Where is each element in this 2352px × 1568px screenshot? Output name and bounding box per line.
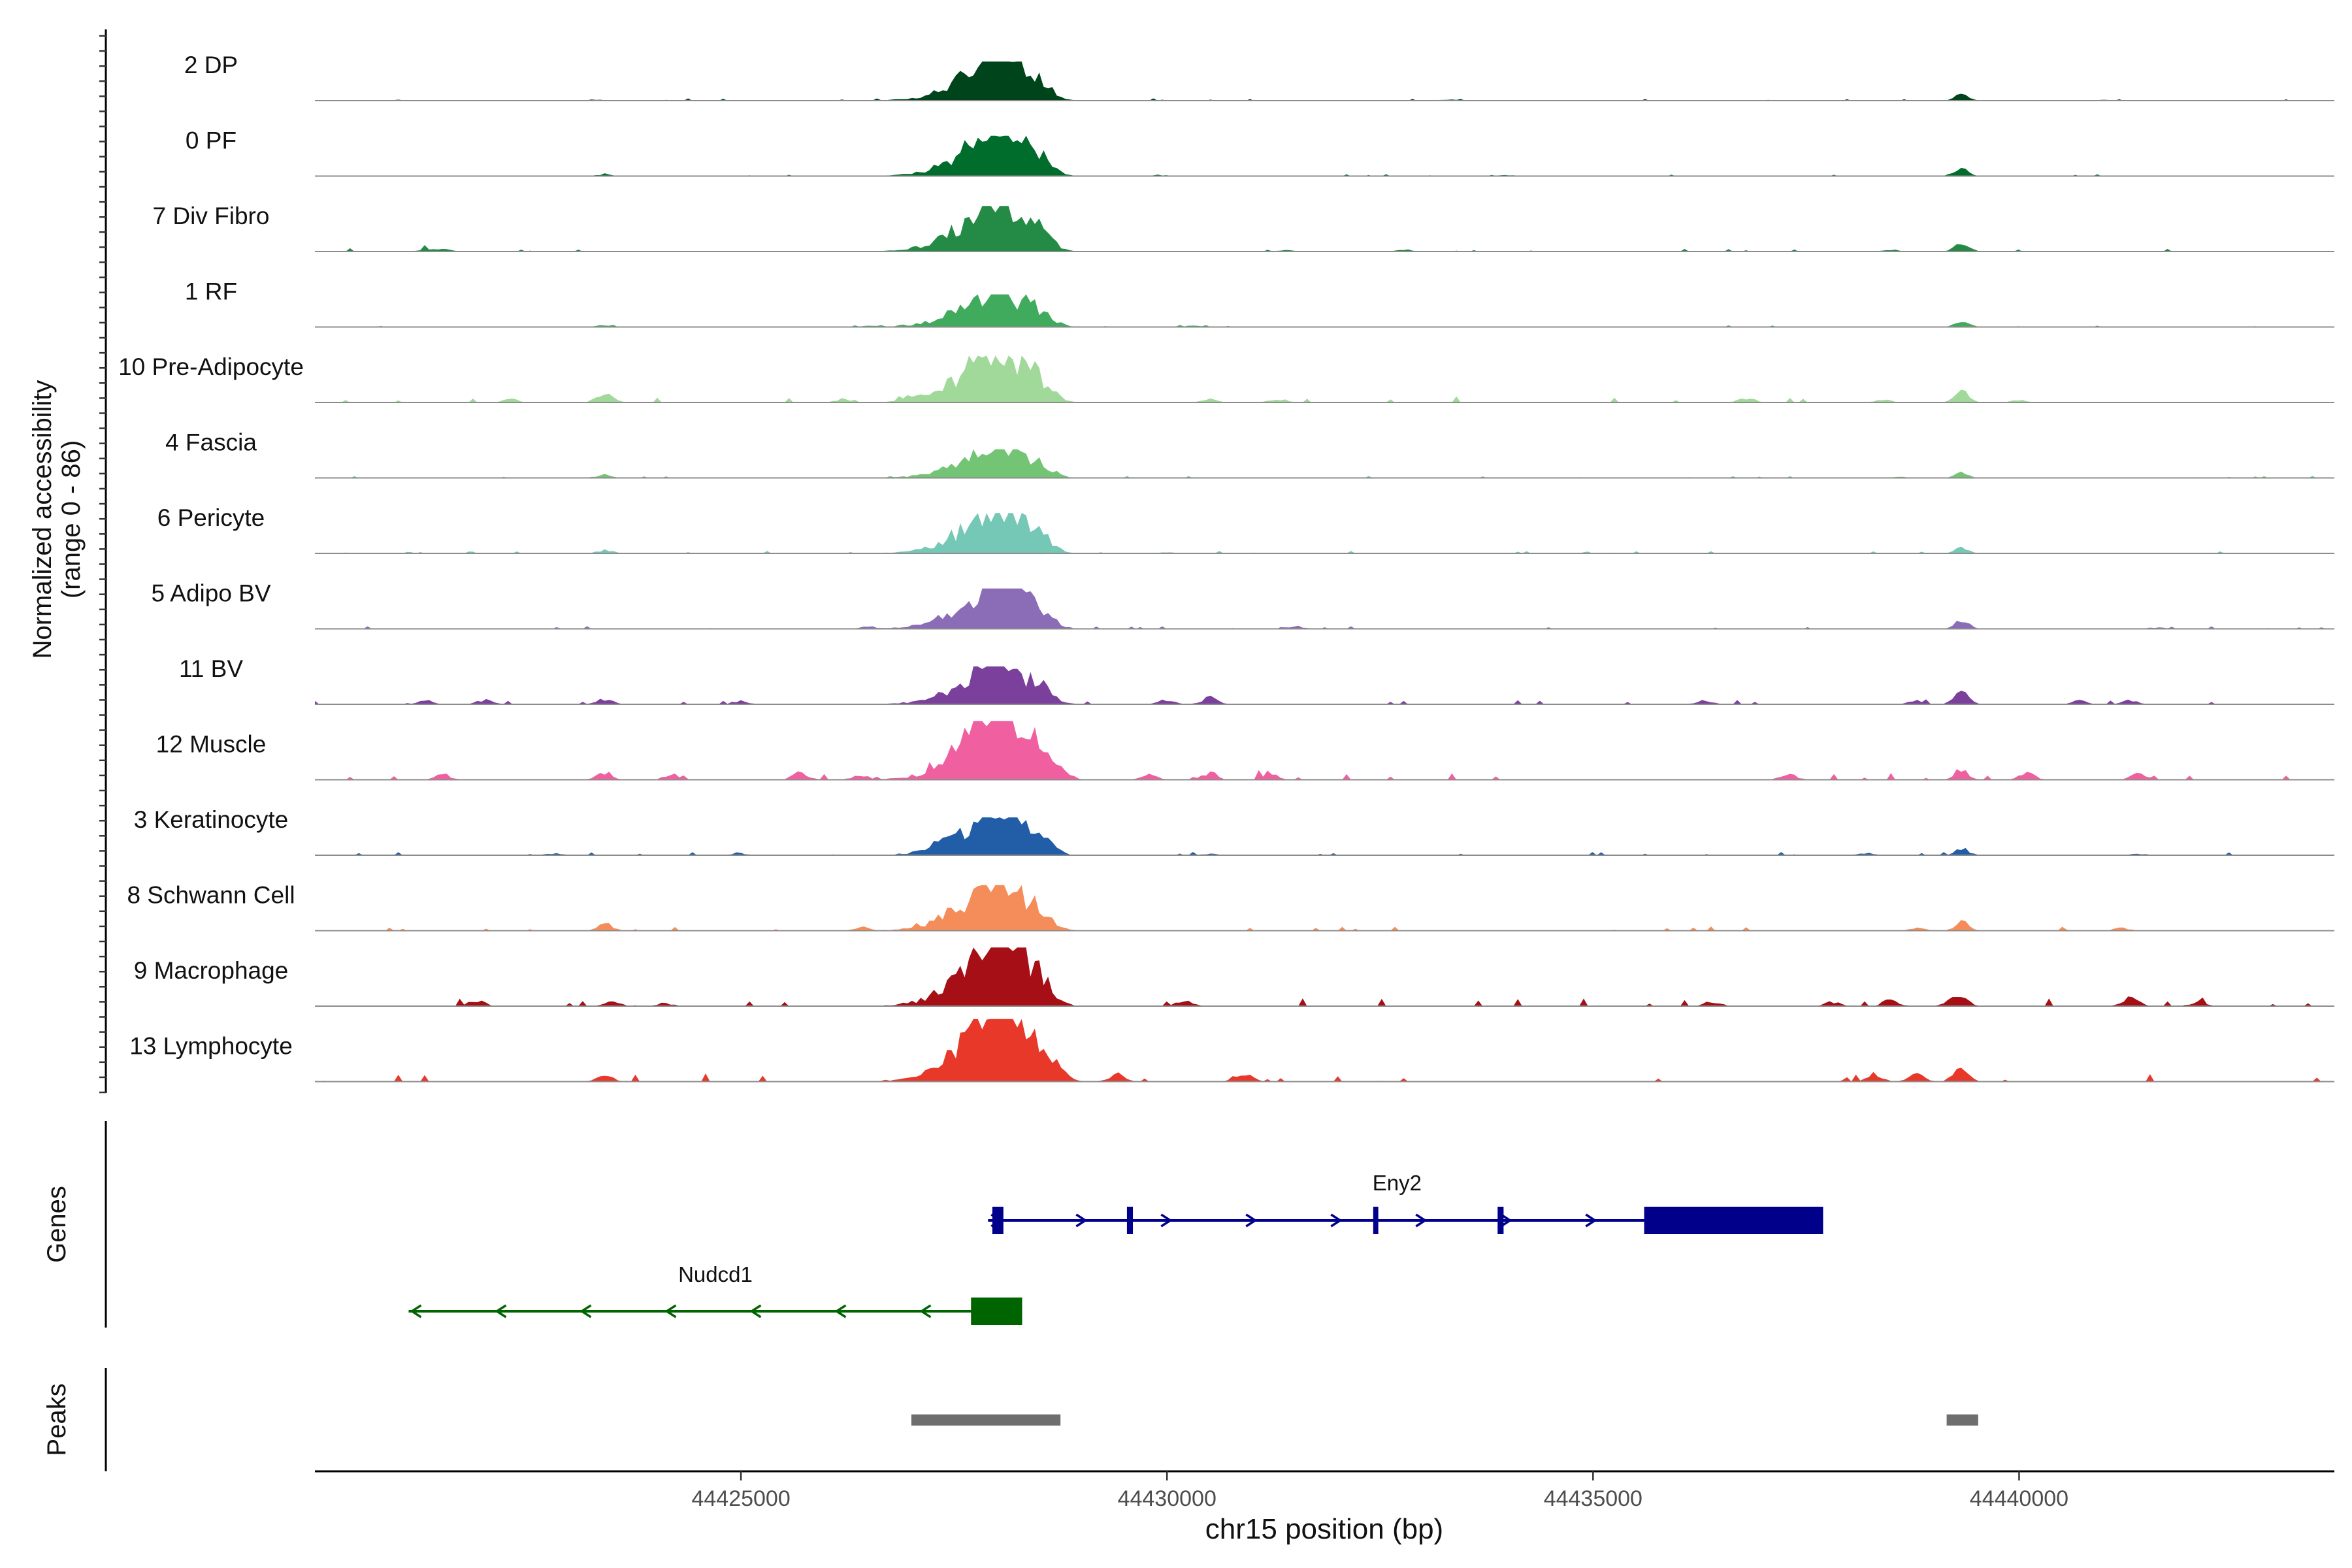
genes-track-label: Genes	[42, 1186, 71, 1263]
track-signal-14	[315, 1019, 2334, 1082]
strand-arrow	[1330, 1213, 1343, 1228]
peak-2	[1946, 1414, 1978, 1426]
strand-arrow	[1585, 1213, 1597, 1228]
strand-arrow	[1245, 1213, 1258, 1228]
strand-arrow	[749, 1304, 762, 1318]
track-signal-13	[315, 947, 2334, 1006]
gene-exon-Eny2-1	[992, 1207, 1004, 1234]
x-tick-label: 44430000	[1118, 1486, 1217, 1511]
strand-arrow	[1500, 1213, 1512, 1228]
x-tick-label: 44435000	[1544, 1486, 1642, 1511]
x-tick-label: 44425000	[691, 1486, 790, 1511]
gene-exon-Eny2-5	[1644, 1207, 1823, 1234]
strand-arrow	[664, 1304, 677, 1318]
genes-track: Eny2 Nudcd1	[408, 1171, 1823, 1325]
track-signal-11	[315, 817, 2334, 855]
peaks-track-label: Peaks	[42, 1383, 71, 1456]
track-signal-6	[315, 449, 2334, 478]
track-label-9: 11 BV	[179, 655, 243, 682]
y-axis-label-line1: Normalized accessibility	[28, 380, 57, 659]
track-label-14: 13 Lymphocyte	[129, 1033, 293, 1060]
x-tick-label: 44440000	[1970, 1486, 2068, 1511]
track-signal-10	[315, 721, 2334, 780]
accessibility-tracks: 2 DP 0 PF 7 Div Fibro 1 RF 10 Pre-Adipocyte 4…	[118, 52, 2334, 1083]
strand-arrow	[834, 1304, 847, 1318]
track-signal-9	[315, 666, 2334, 704]
gene-exon-Eny2-4	[1497, 1207, 1504, 1234]
accessibility-y-axis	[99, 29, 107, 1094]
track-signal-7	[315, 513, 2334, 553]
track-signal-4	[315, 294, 2334, 327]
track-label-12: 8 Schwann Cell	[127, 882, 295, 909]
strand-arrow	[495, 1304, 507, 1318]
gene-exon-Eny2-2	[1126, 1207, 1134, 1234]
gene-label-Eny2: Eny2	[1373, 1171, 1422, 1195]
track-label-13: 9 Macrophage	[134, 957, 289, 984]
track-signal-3	[315, 206, 2334, 252]
x-axis-ticks: 44425000 44430000 44435000 44440000	[691, 1471, 2068, 1511]
track-signal-5	[315, 355, 2334, 402]
gene-exon-Nudcd1-1	[971, 1298, 1022, 1325]
track-label-2: 0 PF	[186, 127, 237, 154]
track-label-11: 3 Keratinocyte	[134, 806, 289, 833]
track-signal-8	[315, 588, 2334, 629]
track-label-3: 7 Div Fibro	[153, 203, 270, 229]
y-axis-label-line2: (range 0 - 86)	[57, 440, 86, 598]
strand-arrow	[919, 1304, 932, 1318]
track-label-8: 5 Adipo BV	[151, 580, 270, 607]
gene-label-Nudcd1: Nudcd1	[678, 1262, 753, 1286]
strand-arrow	[1415, 1213, 1428, 1228]
strand-arrow	[580, 1304, 592, 1318]
track-label-5: 10 Pre-Adipocyte	[118, 353, 304, 380]
gene-exon-Eny2-3	[1373, 1207, 1379, 1234]
track-signal-12	[315, 885, 2334, 931]
x-axis-label: chr15 position (bp)	[1205, 1513, 1443, 1545]
peak-1	[911, 1414, 1061, 1426]
track-signal-1	[315, 61, 2334, 101]
track-label-7: 6 Pericyte	[157, 504, 265, 531]
track-signal-2	[315, 135, 2334, 176]
strand-arrow	[1075, 1213, 1088, 1228]
peaks-track	[911, 1414, 1978, 1426]
track-label-10: 12 Muscle	[156, 731, 267, 758]
track-label-4: 1 RF	[185, 278, 237, 305]
strand-arrow	[1160, 1213, 1173, 1228]
track-label-1: 2 DP	[184, 52, 238, 78]
strand-arrow	[410, 1304, 422, 1318]
track-label-6: 4 Fascia	[165, 429, 257, 456]
